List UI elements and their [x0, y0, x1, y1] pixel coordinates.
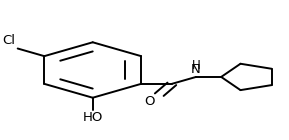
- Text: N: N: [191, 63, 201, 76]
- Text: O: O: [144, 95, 155, 108]
- Text: H: H: [192, 59, 200, 72]
- Text: Cl: Cl: [2, 34, 15, 47]
- Text: HO: HO: [83, 111, 103, 124]
